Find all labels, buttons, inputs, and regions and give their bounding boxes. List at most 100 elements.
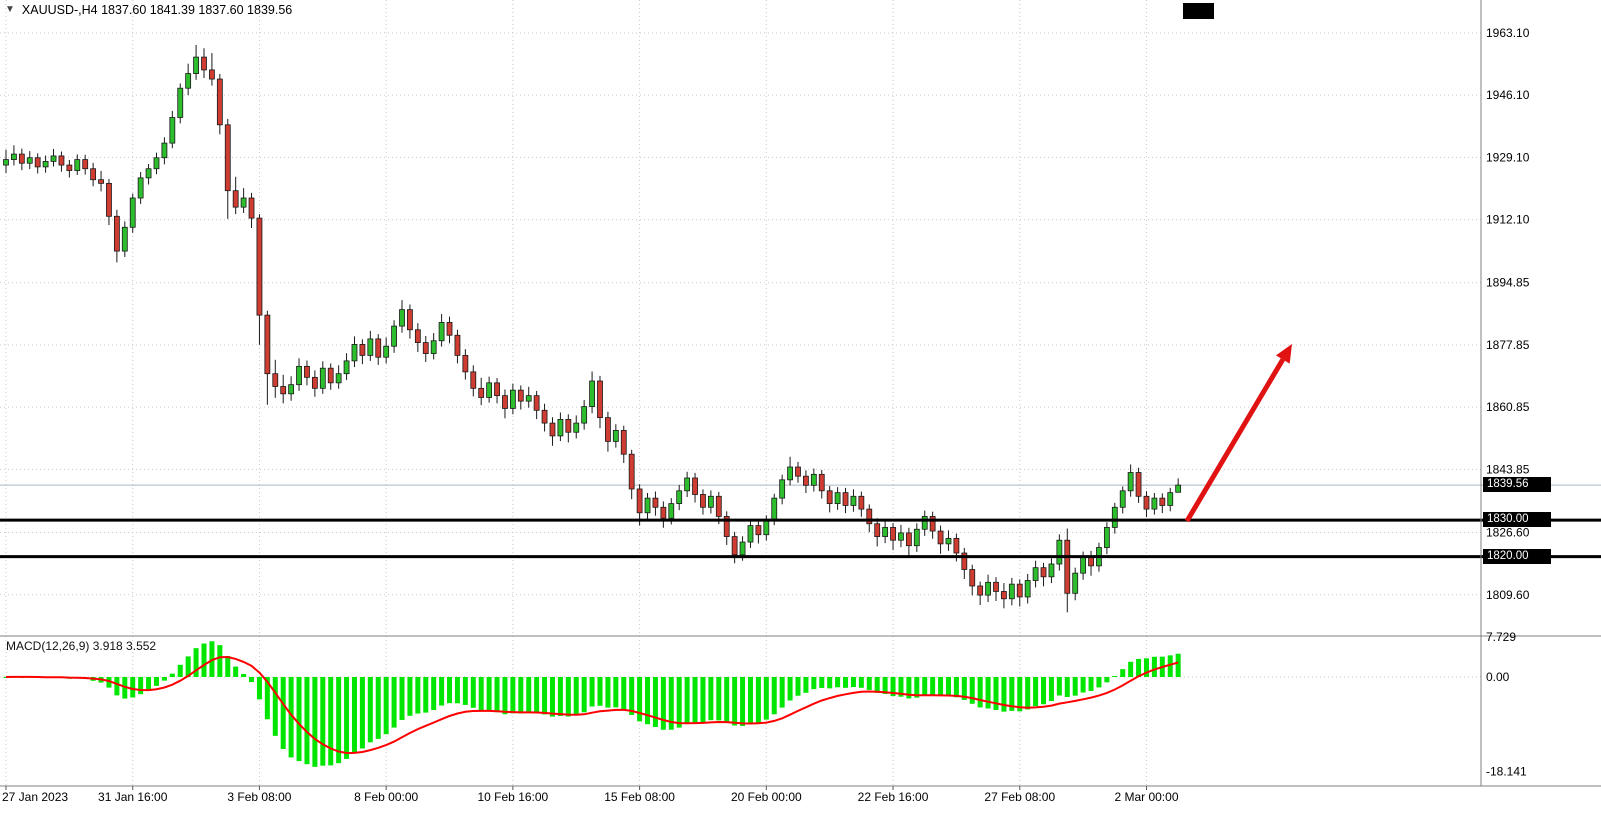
candle [795, 466, 801, 477]
candle [874, 523, 881, 537]
candle [1175, 484, 1182, 493]
candle [1103, 527, 1110, 548]
trend-arrow-head[interactable] [1275, 344, 1292, 364]
candle [1151, 497, 1158, 510]
candle [747, 525, 754, 543]
price-axis[interactable]: 1963.10 1946.10 1929.10 1912.10 1894.85 1877.… [1486, 26, 1530, 778]
candle [779, 479, 786, 499]
macd-histogram-bar [359, 677, 365, 749]
candle [549, 422, 556, 437]
candle [517, 389, 524, 402]
macd-histogram-bar [415, 677, 421, 714]
candle [1167, 492, 1174, 506]
top-right-marker-box [1183, 3, 1214, 19]
candle [296, 365, 302, 386]
candle [438, 322, 445, 342]
macd-histogram-bar [1025, 677, 1031, 710]
candle [50, 155, 57, 162]
time-axis-label: 31 Jan 16:00 [98, 790, 168, 804]
candle [509, 389, 516, 409]
candle [921, 516, 928, 530]
macd-histogram-bar [985, 677, 991, 709]
candle [391, 325, 397, 347]
macd-histogram-bar [700, 677, 706, 723]
candle [272, 373, 279, 387]
grid-layer [0, 0, 1481, 786]
candle [937, 530, 944, 545]
macd-histogram-bar [407, 677, 413, 716]
macd-axis-label: -18.141 [1486, 764, 1527, 778]
macd-histogram-bar [1041, 677, 1047, 705]
time-axis[interactable]: 27 Jan 2023 31 Jan 16:00 3 Feb 08:00 8 Feb … [2, 786, 1179, 804]
macd-histogram-bar [169, 673, 175, 677]
candle [161, 142, 168, 159]
candle [129, 197, 136, 228]
macd-histogram-bar [1167, 655, 1173, 677]
macd-histogram-bar [526, 677, 532, 713]
trend-arrow-shaft[interactable] [1184, 358, 1285, 523]
candles-layer [3, 45, 1182, 613]
candle [533, 395, 540, 411]
macd-axis-label: 7.729 [1486, 630, 1516, 644]
candle [367, 338, 374, 356]
macd-histogram-bar [755, 677, 761, 723]
macd-histogram-bar [621, 677, 627, 710]
macd-histogram-bar [351, 677, 357, 753]
macd-histogram-bar [233, 666, 239, 677]
candle [684, 477, 691, 492]
candle [26, 157, 33, 164]
candle [153, 157, 160, 170]
macd-histogram-bar [383, 677, 389, 735]
candle [1072, 572, 1079, 594]
macd-histogram-bar [1120, 669, 1126, 677]
macd-histogram-bar [953, 677, 959, 698]
macd-histogram-bar [502, 677, 508, 715]
hline-1820-label[interactable]: 1820.00 [1483, 548, 1551, 564]
candle [201, 56, 207, 71]
time-axis-label: 10 Feb 16:00 [478, 790, 549, 804]
price-axis-label: 1946.10 [1486, 88, 1530, 102]
macd-histogram-bar [629, 677, 635, 715]
macd-histogram-bar [494, 677, 500, 713]
candle [319, 367, 326, 389]
candle [311, 376, 318, 389]
macd-histogram-bar [732, 677, 738, 726]
macd-histogram-bar [645, 677, 651, 725]
macd-histogram-bar [835, 677, 841, 688]
candle [121, 226, 128, 252]
macd-histogram-bar [803, 677, 809, 693]
candle [209, 69, 215, 80]
macd-histogram [3, 641, 1181, 767]
macd-histogram-bar [716, 677, 722, 721]
macd-histogram-bar [613, 677, 619, 708]
macd-histogram-bar [747, 677, 753, 724]
macd-histogram-bar [795, 677, 801, 696]
candle [304, 365, 310, 378]
macd-histogram-bar [542, 677, 548, 715]
chart-dropdown-icon[interactable]: ▼ [5, 4, 15, 15]
macd-histogram-bar [969, 677, 975, 704]
candle [692, 477, 698, 495]
candle [834, 492, 841, 505]
macd-histogram-bar [676, 677, 682, 728]
macd-histogram-bar [138, 677, 144, 695]
candle [565, 419, 572, 433]
candle [193, 56, 199, 74]
candle [113, 215, 120, 252]
candle [407, 309, 413, 331]
candle [644, 497, 651, 514]
macd-signal-line [5, 655, 1179, 755]
candle [494, 382, 500, 397]
candle [707, 495, 714, 508]
candle [185, 73, 192, 89]
candle [232, 190, 239, 208]
candle [98, 179, 104, 184]
macd-histogram-bar [153, 677, 159, 686]
candle [589, 380, 595, 408]
candle [1143, 495, 1150, 510]
macd-histogram-bar [217, 645, 223, 677]
hline-1830-label[interactable]: 1830.00 [1483, 512, 1551, 528]
macd-histogram-bar [399, 677, 405, 720]
